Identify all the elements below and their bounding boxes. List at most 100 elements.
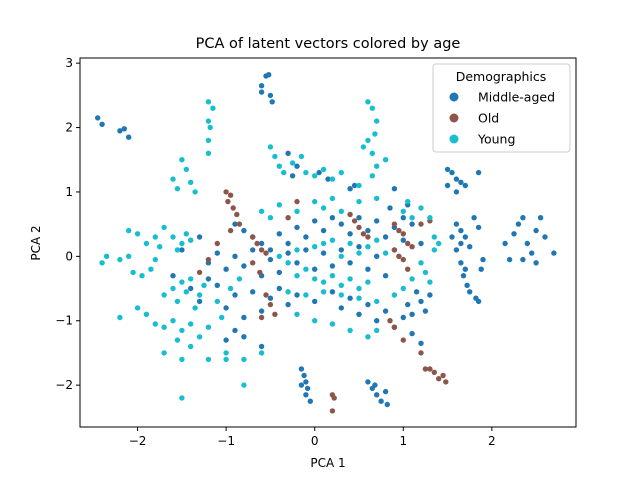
data-point [152, 234, 158, 240]
data-point [431, 247, 437, 253]
x-tick-label: −2 [129, 434, 147, 448]
data-point [312, 218, 318, 224]
data-point [266, 72, 272, 78]
data-point [276, 231, 282, 237]
data-point [405, 266, 411, 272]
data-point [320, 240, 327, 247]
data-point [294, 224, 300, 231]
points-layer [95, 72, 557, 414]
y-tick-label: 2 [65, 121, 73, 135]
data-point [320, 250, 327, 256]
data-point [440, 372, 446, 379]
data-point [214, 240, 220, 247]
data-point [312, 298, 318, 305]
data-point [418, 340, 424, 346]
data-point [303, 234, 309, 240]
data-point [374, 392, 380, 398]
data-point [289, 173, 296, 179]
data-point [267, 301, 274, 308]
data-point [422, 366, 429, 372]
data-point [210, 105, 216, 111]
data-point [134, 231, 141, 237]
data-point [267, 215, 274, 221]
data-point [232, 253, 238, 259]
data-point [444, 166, 451, 173]
data-point [374, 195, 380, 202]
legend-box [432, 63, 571, 153]
y-axis: −2 −1 0 1 2 3 [55, 56, 80, 392]
data-point [360, 144, 367, 150]
data-point [192, 189, 198, 195]
data-point [285, 301, 291, 308]
data-point [250, 247, 256, 253]
data-point [117, 256, 123, 263]
data-point [400, 231, 406, 237]
data-point [338, 208, 344, 214]
data-point [418, 221, 424, 227]
data-point [223, 305, 229, 311]
data-point [391, 186, 398, 192]
data-point [502, 240, 508, 247]
data-point [258, 308, 265, 314]
data-point [301, 372, 307, 379]
data-point [356, 250, 362, 256]
data-point [285, 150, 291, 156]
data-point [143, 240, 150, 247]
data-point [276, 253, 282, 259]
data-point [338, 292, 344, 298]
data-point [382, 273, 389, 279]
data-point [422, 308, 429, 314]
data-point [258, 89, 265, 95]
data-point [196, 292, 203, 298]
legend-marker [449, 134, 459, 144]
data-point [320, 279, 327, 285]
data-point [205, 276, 212, 282]
data-point [400, 208, 406, 214]
data-point [285, 260, 291, 266]
data-point [400, 285, 406, 292]
data-point [387, 318, 393, 324]
data-point [391, 247, 398, 253]
data-point [223, 337, 229, 343]
data-point [298, 366, 305, 372]
data-point [241, 314, 247, 321]
data-point [258, 314, 265, 321]
data-point [329, 273, 336, 279]
y-tick-label: 0 [65, 249, 73, 263]
data-point [188, 285, 194, 292]
data-point [258, 343, 265, 350]
data-point [374, 253, 380, 259]
data-point [409, 330, 415, 337]
data-point [365, 334, 371, 340]
data-point [436, 240, 442, 247]
data-point [396, 253, 402, 259]
data-point [329, 176, 336, 182]
data-point [258, 350, 265, 356]
data-point [471, 215, 477, 221]
data-point [400, 337, 406, 343]
data-point [232, 327, 238, 334]
data-point [272, 153, 278, 160]
data-point [230, 205, 236, 211]
data-point [462, 266, 468, 272]
data-point [294, 260, 300, 266]
data-point [382, 234, 389, 240]
data-point [192, 305, 198, 311]
data-point [303, 292, 309, 298]
data-point [188, 276, 194, 282]
data-point [205, 118, 212, 124]
data-point [391, 292, 398, 298]
data-point [467, 289, 473, 295]
data-point [263, 250, 269, 256]
data-point [117, 314, 123, 321]
data-point [196, 234, 203, 240]
data-point [478, 266, 484, 272]
data-point [458, 179, 464, 185]
data-point [250, 234, 256, 240]
data-point [289, 160, 296, 166]
data-point [374, 163, 380, 169]
x-tick-label: 2 [488, 434, 496, 448]
data-point [126, 227, 132, 234]
data-point [427, 279, 433, 285]
data-point [267, 295, 274, 301]
